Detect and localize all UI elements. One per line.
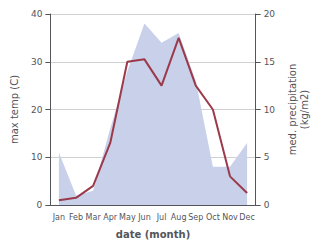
svg-text:10: 10: [31, 152, 43, 162]
svg-text:med. precipitation: med. precipitation: [287, 64, 298, 156]
svg-text:max temp (C): max temp (C): [9, 75, 20, 144]
svg-text:Jul: Jul: [156, 213, 167, 222]
svg-text:0: 0: [264, 200, 270, 210]
svg-text:Sep: Sep: [188, 213, 203, 222]
svg-text:Oct: Oct: [206, 213, 220, 222]
svg-text:Aug: Aug: [171, 213, 187, 222]
svg-text:30: 30: [31, 57, 43, 67]
svg-text:40: 40: [31, 9, 43, 19]
svg-text:Jun: Jun: [137, 213, 151, 222]
svg-text:20: 20: [264, 9, 276, 19]
svg-text:(kg/m2): (kg/m2): [299, 90, 310, 130]
svg-text:10: 10: [264, 105, 276, 115]
svg-text:0: 0: [37, 200, 43, 210]
svg-text:May: May: [119, 213, 136, 222]
svg-text:20: 20: [31, 105, 43, 115]
svg-text:Mar: Mar: [86, 213, 102, 222]
svg-text:date (month): date (month): [116, 229, 190, 240]
svg-text:Feb: Feb: [69, 213, 83, 222]
svg-text:Dec: Dec: [239, 213, 254, 222]
svg-text:Jan: Jan: [52, 213, 65, 222]
svg-text:Nov: Nov: [222, 213, 238, 222]
svg-text:15: 15: [264, 57, 275, 67]
svg-text:Apr: Apr: [103, 213, 118, 222]
svg-text:5: 5: [264, 152, 270, 162]
